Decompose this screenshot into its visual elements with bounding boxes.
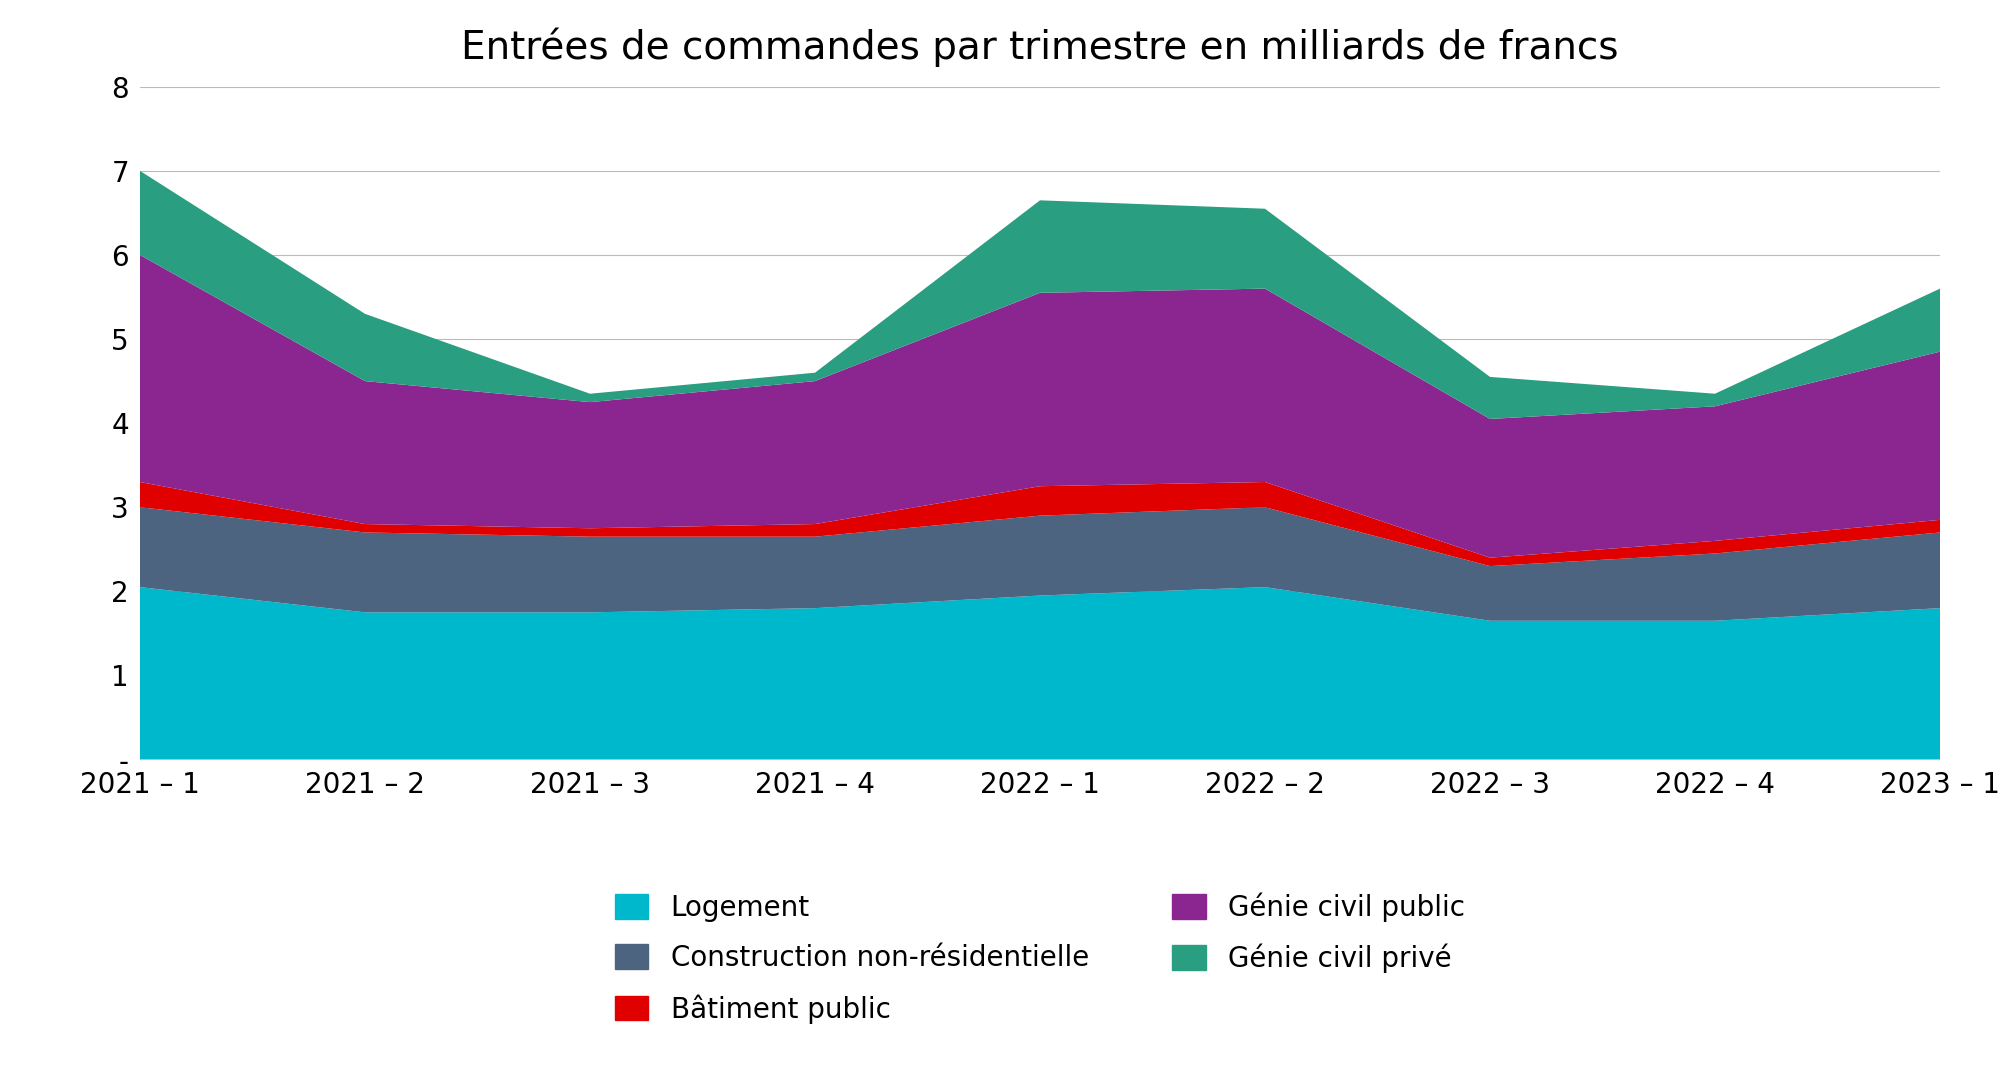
Title: Entrées de commandes par trimestre en milliards de francs: Entrées de commandes par trimestre en mi… bbox=[462, 27, 1618, 67]
Legend: Logement, Construction non-résidentielle, Bâtiment public, Génie civil public, G: Logement, Construction non-résidentielle… bbox=[604, 881, 1476, 1035]
